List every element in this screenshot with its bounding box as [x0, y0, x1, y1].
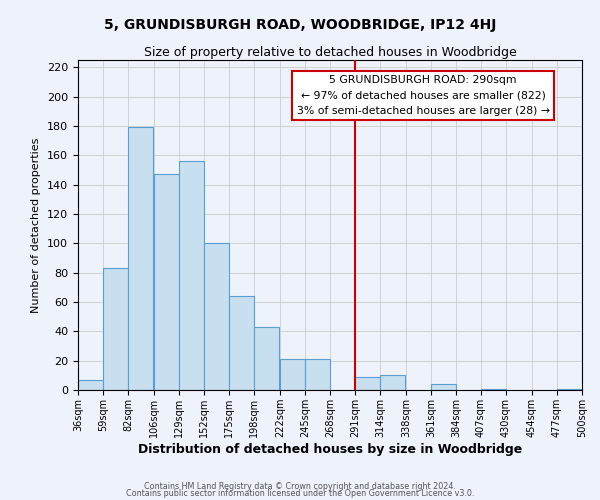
- X-axis label: Distribution of detached houses by size in Woodbridge: Distribution of detached houses by size …: [138, 442, 522, 456]
- Text: 5, GRUNDISBURGH ROAD, WOODBRIDGE, IP12 4HJ: 5, GRUNDISBURGH ROAD, WOODBRIDGE, IP12 4…: [104, 18, 496, 32]
- Y-axis label: Number of detached properties: Number of detached properties: [31, 138, 41, 312]
- Title: Size of property relative to detached houses in Woodbridge: Size of property relative to detached ho…: [143, 46, 517, 59]
- Bar: [380, 376, 405, 390]
- Bar: [229, 296, 254, 390]
- Bar: [204, 244, 229, 390]
- Bar: [128, 128, 153, 390]
- Bar: [431, 384, 456, 390]
- Bar: [103, 268, 128, 390]
- Bar: [154, 174, 179, 390]
- Text: Contains public sector information licensed under the Open Government Licence v3: Contains public sector information licen…: [126, 490, 474, 498]
- Text: Contains HM Land Registry data © Crown copyright and database right 2024.: Contains HM Land Registry data © Crown c…: [144, 482, 456, 491]
- Bar: [78, 380, 103, 390]
- Bar: [254, 327, 279, 390]
- Bar: [179, 161, 204, 390]
- Bar: [481, 388, 506, 390]
- Bar: [557, 388, 582, 390]
- Text: 5 GRUNDISBURGH ROAD: 290sqm
← 97% of detached houses are smaller (822)
3% of sem: 5 GRUNDISBURGH ROAD: 290sqm ← 97% of det…: [297, 75, 550, 116]
- Bar: [355, 377, 380, 390]
- Bar: [280, 359, 305, 390]
- Bar: [305, 359, 330, 390]
